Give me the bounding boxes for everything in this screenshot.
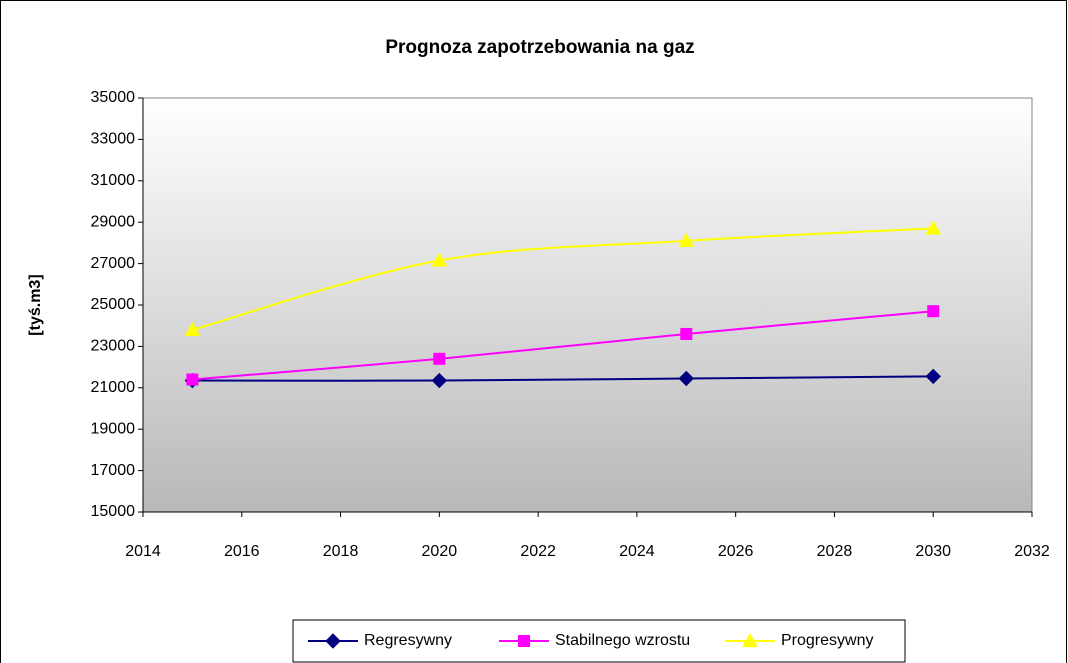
x-tick-label: 2020 (422, 543, 458, 560)
marker (433, 352, 446, 365)
legend-marker (325, 633, 341, 649)
marker (431, 252, 448, 267)
plot-area (142, 97, 1033, 513)
y-tick-label: 33000 (91, 131, 136, 148)
y-tick-label: 35000 (91, 89, 136, 106)
y-axis-label: [tyś.m3] (27, 274, 44, 335)
marker (184, 321, 201, 336)
marker (680, 327, 693, 340)
chart-title: Prognoza zapotrzebowania na gaz (385, 37, 694, 58)
x-tick-label: 2028 (817, 543, 853, 560)
legend-marker (518, 635, 530, 647)
legend-label: Stabilnego wzrostu (555, 632, 690, 649)
x-tick-label: 2022 (520, 543, 556, 560)
x-tick-label: 2032 (1014, 543, 1050, 560)
marker (678, 370, 694, 387)
series-line (192, 227, 934, 331)
marker (431, 372, 448, 389)
series-line (192, 375, 934, 382)
legend-label: Progresywny (781, 632, 873, 649)
marker (927, 305, 940, 318)
marker (678, 232, 695, 247)
x-tick-label: 2018 (323, 543, 359, 560)
x-tick-label: 2030 (915, 543, 951, 560)
series-line (192, 310, 934, 381)
y-tick-label: 31000 (91, 172, 136, 189)
y-tick-label: 21000 (91, 379, 136, 396)
y-tick-label: 25000 (91, 296, 136, 313)
marker (925, 220, 942, 235)
marker (186, 373, 199, 386)
x-tick-label: 2024 (619, 543, 655, 560)
marker (925, 368, 941, 385)
legend-label: Regresywny (364, 632, 452, 649)
x-tick-label: 2014 (125, 543, 161, 560)
x-tick-label: 2026 (718, 543, 754, 560)
legend (292, 619, 906, 663)
y-tick-label: 19000 (91, 420, 136, 437)
y-tick-label: 15000 (91, 503, 136, 520)
legend-marker (742, 632, 758, 648)
y-tick-label: 17000 (91, 462, 136, 479)
y-tick-label: 29000 (91, 213, 136, 230)
y-tick-label: 27000 (91, 255, 136, 272)
y-tick-label: 23000 (91, 338, 136, 355)
x-tick-label: 2016 (224, 543, 260, 560)
